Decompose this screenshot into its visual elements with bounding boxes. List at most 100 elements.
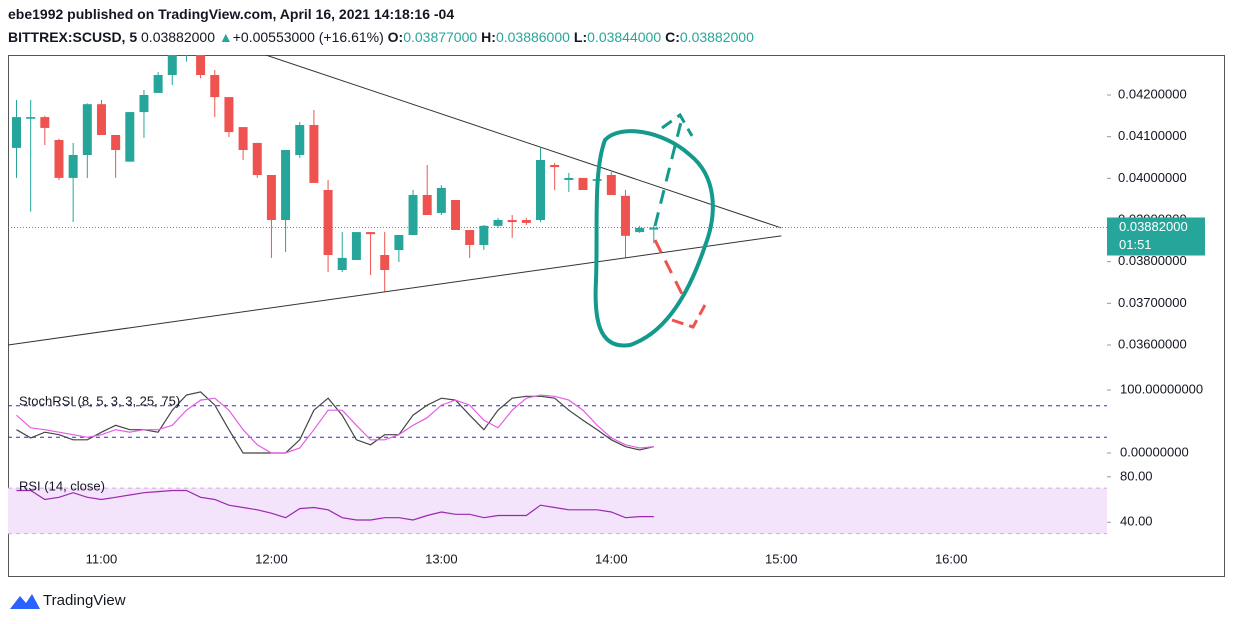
candle-body — [323, 190, 333, 255]
symbol: BITTREX:SCUSD, 5 — [8, 29, 138, 45]
y-tick-label: 80.00 — [1120, 468, 1153, 483]
y-tick-label: 40.00 — [1120, 514, 1153, 529]
drawn-arrow-down — [653, 239, 686, 299]
ohlc-value: 0.03844000 — [587, 29, 662, 45]
candle-body — [479, 225, 489, 245]
candle-body — [266, 175, 276, 220]
ohlc: O:0.03877000 H:0.03886000 L:0.03844000 C:0.… — [388, 29, 758, 45]
ohlc-value: 0.03886000 — [495, 29, 570, 45]
candle-body — [281, 150, 291, 220]
candle-body — [564, 177, 574, 180]
candle-body — [125, 112, 135, 162]
candle-body — [309, 125, 319, 183]
candle-body — [493, 220, 503, 226]
pane-title: RSI (14, close) — [19, 478, 105, 493]
ohlc-label: L: — [573, 29, 588, 45]
frame — [8, 55, 1225, 577]
x-tick-label: 13:00 — [425, 551, 458, 566]
y-tick-label: 0.03600000 — [1118, 336, 1187, 351]
candle-body — [111, 135, 121, 150]
candle-body — [366, 232, 376, 235]
y-tick-label: 0.04000000 — [1118, 170, 1187, 185]
ohlc-value: 0.03877000 — [403, 29, 478, 45]
candle-body — [139, 95, 149, 113]
x-tick-label: 16:00 — [935, 551, 968, 566]
candle-body — [550, 165, 560, 168]
candle-body — [465, 230, 475, 245]
price-tag-countdown: 01:51 — [1119, 237, 1152, 252]
y-tick-label: 0.03800000 — [1118, 253, 1187, 268]
candle-body — [40, 117, 50, 128]
x-tick-label: 14:00 — [595, 551, 628, 566]
candle-body — [167, 55, 177, 75]
candle-body — [210, 75, 220, 98]
footer: TradingView — [43, 592, 126, 609]
ohlc-label: H: — [481, 29, 496, 45]
candle-body — [68, 155, 78, 178]
y-tick-label: 100.00000000 — [1120, 381, 1203, 396]
plot: 11:00 12:00 13:00 14:00 15:00 16:00 0.04200000… — [8, 49, 1205, 566]
annotations — [593, 112, 715, 348]
x-tick-label: 11:00 — [86, 551, 118, 566]
change: +0.00553000 (+16.61%) — [232, 29, 384, 45]
drawn-arrowhead-up — [661, 112, 694, 137]
candle-body — [422, 195, 432, 215]
candle-body — [54, 140, 64, 178]
candle-body — [649, 227, 659, 230]
trendline — [265, 55, 782, 229]
candle-body — [295, 125, 305, 155]
x-tick-label: 15:00 — [765, 551, 798, 566]
candle-body — [182, 49, 191, 55]
candle-body — [635, 227, 645, 233]
rsi-band — [8, 488, 1107, 534]
candle-body — [252, 142, 262, 175]
candle-body — [408, 195, 418, 235]
candle-body — [578, 177, 588, 190]
x-tick-label: 12:00 — [255, 551, 288, 566]
indicator-line — [16, 391, 654, 454]
candle-body — [153, 75, 163, 93]
drawn-arrowhead-down — [671, 304, 707, 329]
indicator-line — [16, 394, 654, 454]
candles — [11, 49, 659, 293]
candle-body — [436, 187, 446, 213]
candle-body — [26, 117, 36, 119]
price-tag-label: 0.03882000 — [1119, 219, 1188, 234]
candle-body — [224, 97, 234, 133]
drawn-arrow-up — [653, 117, 684, 227]
candle-body — [351, 232, 361, 260]
candle-body — [620, 195, 630, 236]
header-title: ebe1992 published on TradingView.com, Ap… — [8, 6, 455, 22]
y-tick-label: 0.00000000 — [1120, 444, 1189, 459]
header-legend: BITTREX:SCUSD, 5 0.03882000 ▲+0.00553000… — [8, 29, 758, 45]
pane-title: StochRSI (8, 5, 3, 3, 25, 75) — [19, 393, 180, 408]
candle-body — [196, 55, 206, 75]
ohlc-label: O: — [387, 29, 404, 45]
trendline — [8, 235, 782, 346]
y-tick-label: 0.03700000 — [1118, 295, 1187, 310]
candle-body — [337, 257, 347, 270]
price-tag — [1107, 217, 1205, 256]
candle-body — [394, 235, 404, 250]
logo-icon — [10, 594, 40, 609]
y-tick-label: 0.04100000 — [1118, 128, 1187, 143]
up-arrow: ▲ — [218, 29, 233, 45]
candle-body — [606, 175, 616, 195]
candle-body — [238, 127, 248, 150]
drawn-loop — [593, 129, 715, 348]
logo: TradingView — [10, 592, 126, 609]
candle-body — [451, 200, 461, 230]
candle-body — [96, 104, 106, 135]
candle-body — [507, 220, 517, 223]
ohlc-label: C: — [665, 29, 680, 45]
y-tick-label: 0.04200000 — [1118, 86, 1187, 101]
candle-body — [380, 255, 390, 270]
candle-body — [521, 220, 531, 223]
candle-body — [11, 117, 21, 148]
candle-body — [82, 104, 92, 155]
candle-body — [536, 160, 546, 220]
ohlc-value: 0.03882000 — [679, 29, 754, 45]
indicator-line — [16, 489, 654, 521]
